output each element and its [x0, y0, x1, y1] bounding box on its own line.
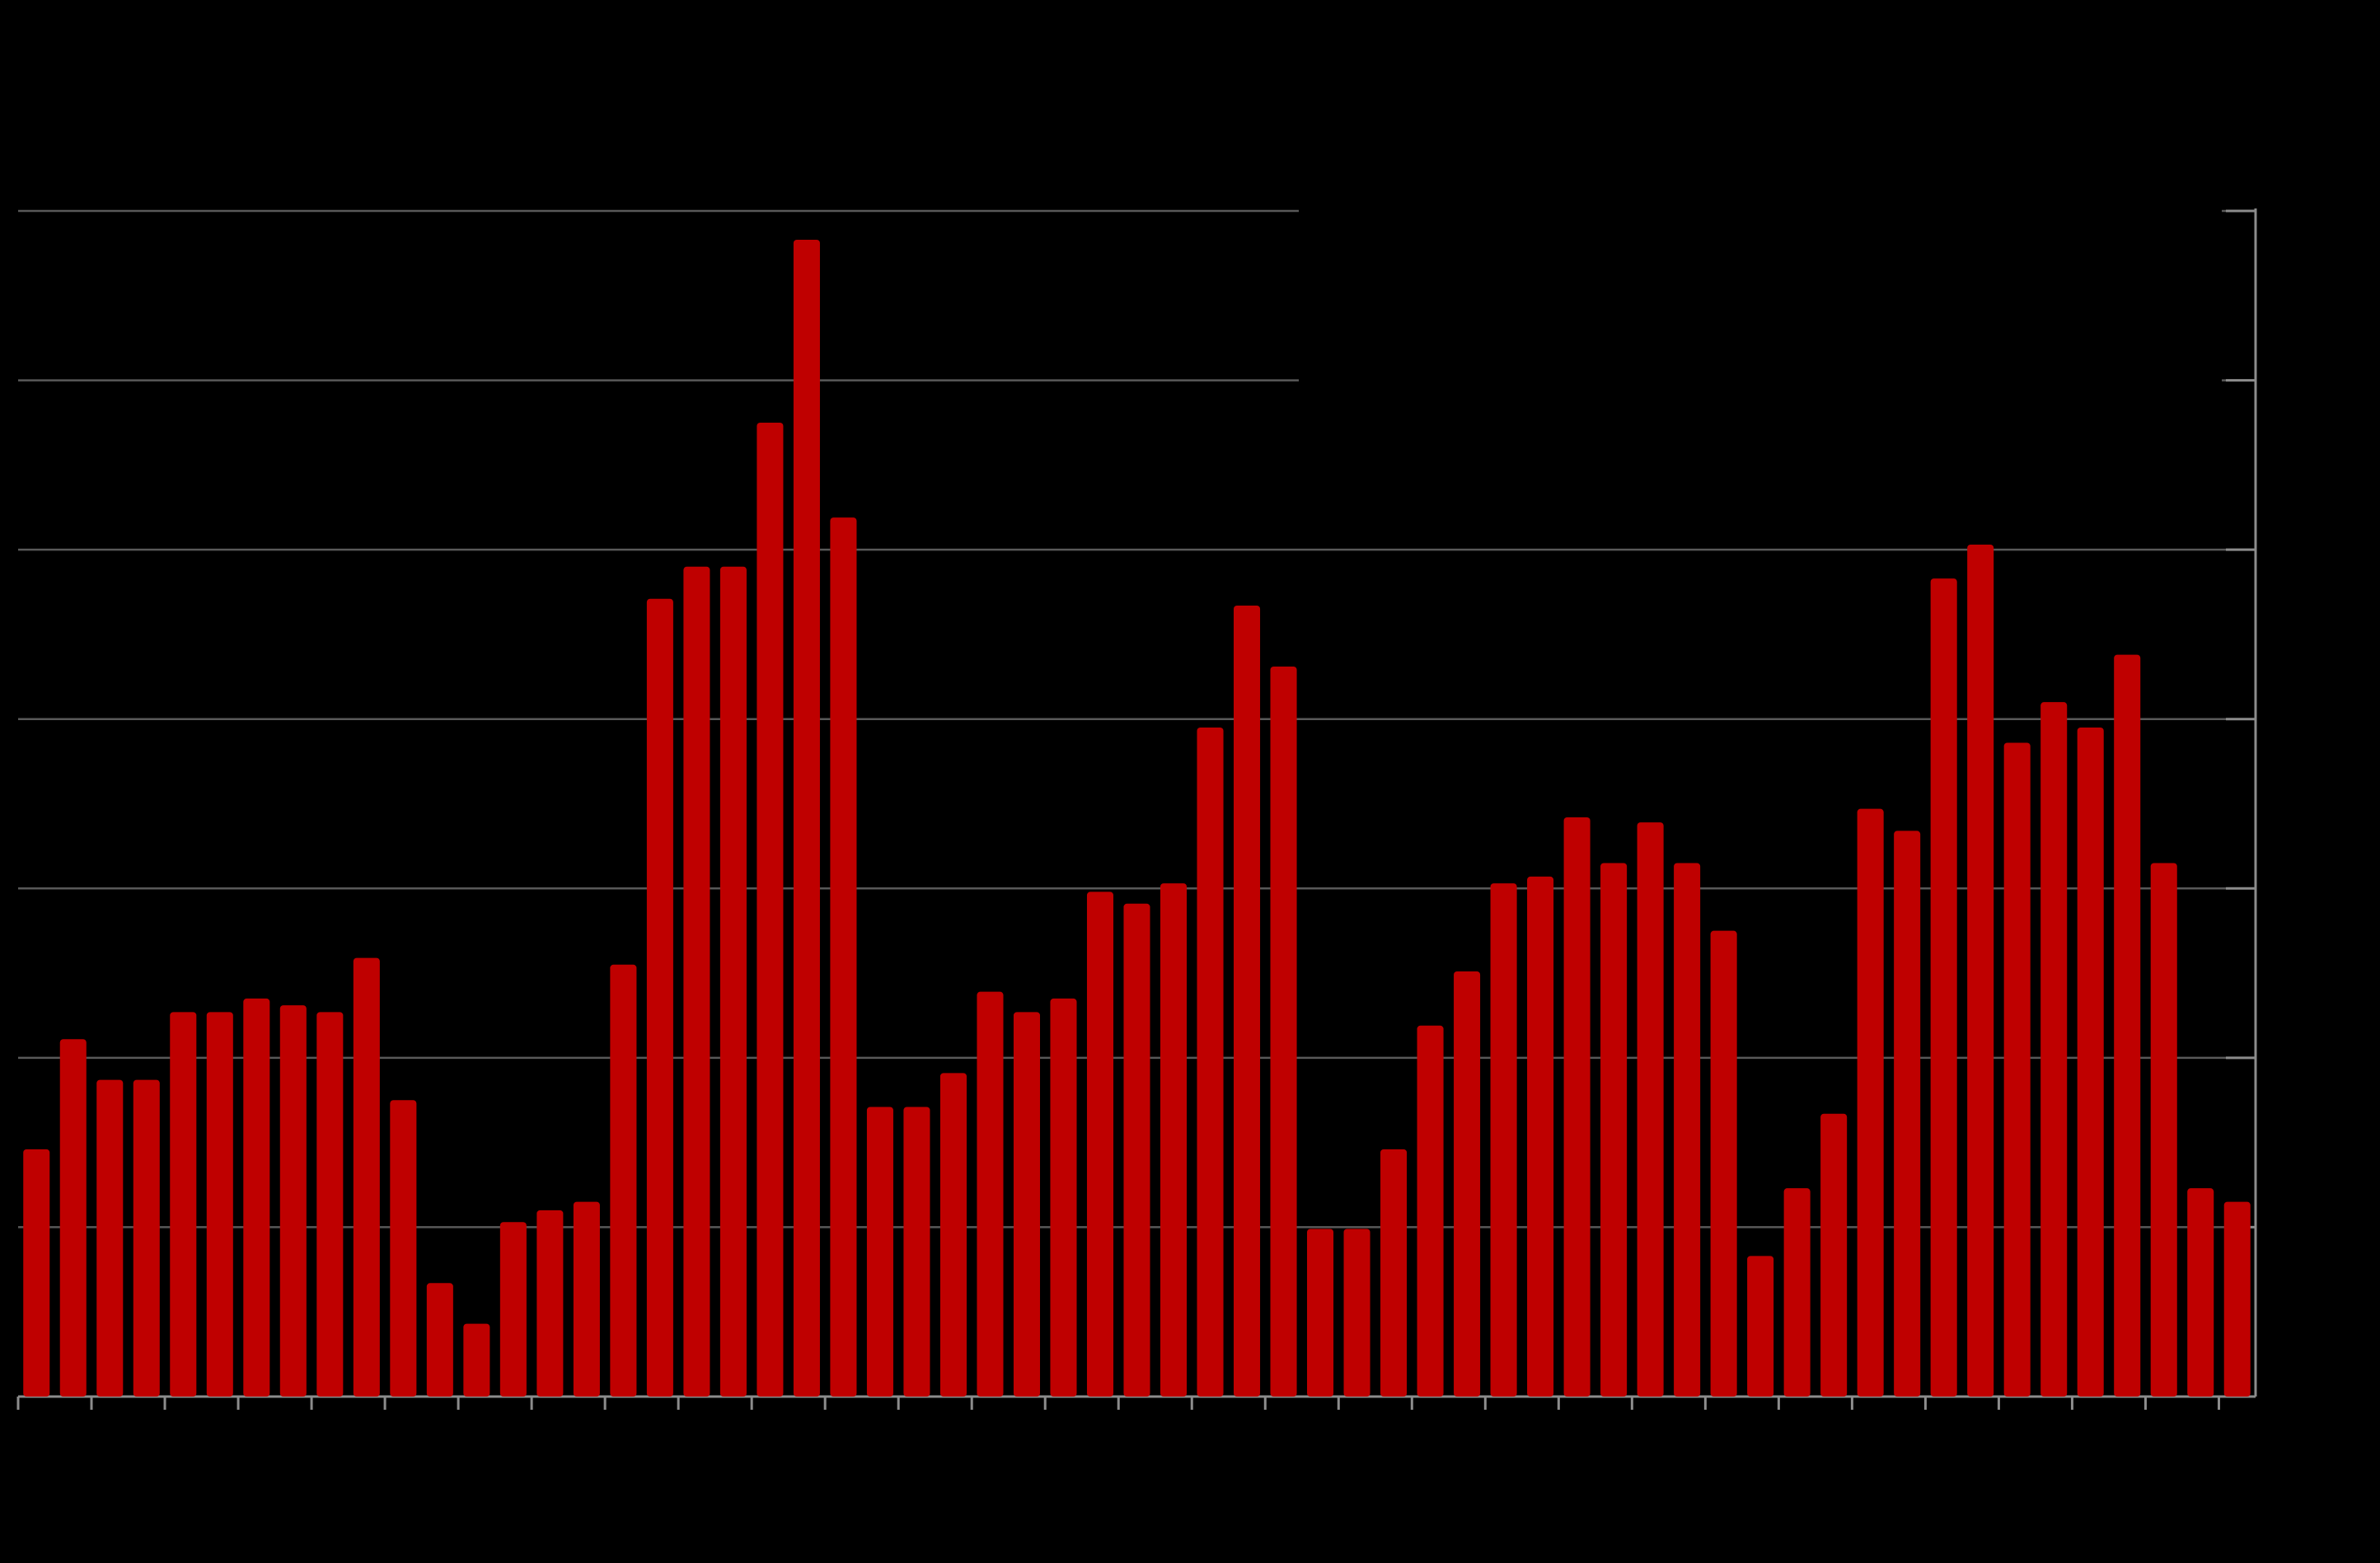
bar	[1417, 1025, 1444, 1397]
bar	[1820, 1113, 1848, 1397]
bar	[426, 1283, 453, 1397]
bar	[1930, 578, 1957, 1397]
bar	[1380, 1149, 1408, 1397]
bar	[2150, 863, 2177, 1397]
bar	[390, 1100, 417, 1397]
bar	[1123, 903, 1150, 1397]
bar	[683, 566, 710, 1397]
y-tick-label: 7	[2267, 196, 2281, 223]
bar	[1967, 544, 1994, 1397]
bar	[793, 239, 820, 1397]
bar	[170, 1012, 197, 1397]
bar	[1013, 1012, 1040, 1397]
legend-area	[1299, 194, 2222, 392]
bar	[646, 598, 673, 1397]
bar	[536, 1210, 564, 1397]
bar	[977, 991, 1004, 1397]
bar	[463, 1323, 490, 1397]
bar	[719, 566, 747, 1397]
y-tick-label: 3	[2267, 873, 2281, 901]
bar	[830, 517, 857, 1397]
bar	[939, 1073, 967, 1397]
bar	[1747, 1256, 1774, 1397]
bar	[1234, 605, 1261, 1397]
bar	[1563, 817, 1591, 1397]
bar	[1307, 1228, 1334, 1397]
bar	[133, 1079, 160, 1397]
bar	[1343, 1228, 1370, 1397]
bar	[1160, 883, 1188, 1397]
bar	[1050, 998, 1077, 1397]
bar	[2223, 1201, 2251, 1397]
bar	[1857, 808, 1884, 1397]
bar	[1490, 883, 1517, 1397]
bar	[2003, 742, 2031, 1397]
bar	[1527, 876, 1554, 1397]
bar	[1783, 1188, 1811, 1397]
bar	[23, 1149, 50, 1397]
bar	[279, 1005, 307, 1397]
bar	[573, 1201, 600, 1397]
bar	[1270, 666, 1297, 1397]
y-tick-label: 1	[2267, 1212, 2281, 1239]
y-tick-label: 6	[2267, 365, 2281, 392]
bar	[1197, 727, 1224, 1397]
bar	[1710, 930, 1737, 1397]
bar	[499, 1222, 527, 1397]
bar	[1600, 863, 1628, 1397]
bar	[1637, 822, 1664, 1397]
bar	[316, 1012, 344, 1397]
bar	[2040, 702, 2068, 1397]
bar	[1086, 891, 1114, 1397]
y-tick-label: 4	[2267, 704, 2281, 732]
y-tick-label: 0	[2267, 1382, 2281, 1409]
bar	[866, 1107, 893, 1397]
bar	[757, 422, 784, 1397]
bar	[610, 964, 637, 1397]
bar	[96, 1079, 124, 1397]
bar	[903, 1107, 930, 1397]
bar	[1454, 971, 1481, 1397]
bar	[1674, 863, 1701, 1397]
y-tick-label: 5	[2267, 535, 2281, 562]
bar	[2187, 1188, 2214, 1397]
bar	[206, 1012, 233, 1397]
y-tick-label: 2	[2267, 1043, 2281, 1070]
bar	[1894, 831, 1921, 1397]
bar	[59, 1039, 87, 1397]
bar	[353, 957, 380, 1397]
bar	[2114, 654, 2141, 1397]
bar	[2077, 727, 2104, 1397]
bar	[243, 998, 270, 1397]
